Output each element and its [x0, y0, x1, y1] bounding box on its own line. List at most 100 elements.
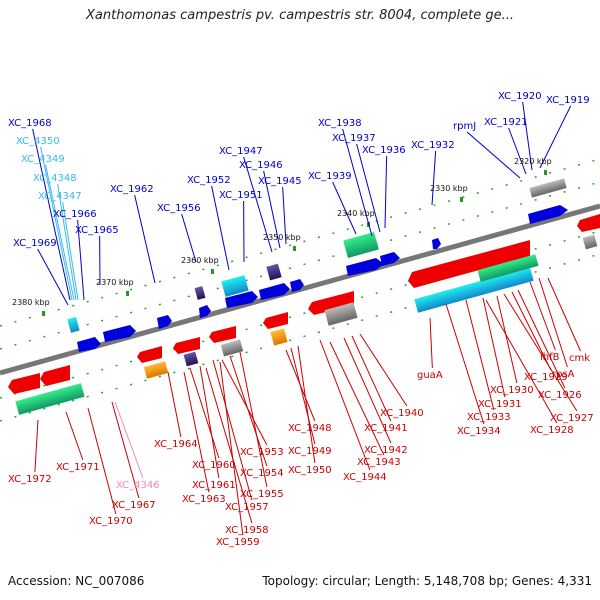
- gene-leader-line: [239, 351, 268, 488]
- gene-label[interactable]: XC_4348: [33, 173, 77, 184]
- gene-leader-line: [32, 128, 71, 301]
- gene-leader-line: [290, 347, 316, 445]
- gene-label[interactable]: guaA: [417, 370, 443, 381]
- gene-label[interactable]: XC_1940: [380, 408, 424, 419]
- gene-label[interactable]: XC_1936: [362, 145, 406, 156]
- gene-label[interactable]: XC_1932: [411, 140, 455, 151]
- gene-leader-line: [205, 367, 253, 524]
- scale-tick-marker: [211, 269, 214, 274]
- gene-label[interactable]: XC_1944: [343, 472, 387, 483]
- gene-label[interactable]: XC_1972: [8, 474, 52, 485]
- gene-leader-line: [40, 146, 73, 301]
- gene-label[interactable]: XC_1933: [467, 412, 511, 423]
- gene-leader-line: [482, 297, 506, 398]
- scale-tick-marker: [126, 291, 129, 296]
- gene-label[interactable]: cmk: [569, 353, 590, 364]
- gene-label[interactable]: XC_1939: [308, 171, 352, 182]
- gene-label[interactable]: XC_1960: [192, 460, 236, 471]
- gene-leader-line: [57, 183, 77, 301]
- gene-leader-line: [511, 291, 552, 371]
- scale-tick-label: 2380 kbp: [12, 298, 50, 307]
- gene-label[interactable]: XC_1928: [530, 425, 574, 436]
- gene-label[interactable]: XC_1921: [484, 117, 528, 128]
- gene-leader-line: [181, 213, 197, 263]
- gene-label[interactable]: rpsA: [552, 369, 575, 380]
- gene-leader-line: [359, 333, 408, 407]
- scale-tick-marker: [42, 311, 45, 316]
- scale-tick-marker: [544, 170, 547, 175]
- gene-leader-line: [212, 359, 253, 501]
- gene-label[interactable]: XC_4347: [38, 191, 82, 202]
- gene-label[interactable]: XC_1959: [216, 537, 260, 548]
- gene-leader-line: [319, 339, 371, 471]
- gene-label[interactable]: XC_1957: [225, 502, 269, 513]
- gene-label[interactable]: XC_4349: [21, 154, 65, 165]
- gene-label[interactable]: XC_1943: [357, 457, 401, 468]
- gene-leader-line: [263, 170, 281, 249]
- gene-label[interactable]: XC_1931: [478, 399, 522, 410]
- accession-label: Accession: NC_007086: [8, 574, 145, 588]
- gene-label[interactable]: XC_1970: [89, 516, 133, 527]
- gene-label[interactable]: XC_4350: [16, 136, 60, 147]
- gene-label[interactable]: XC_1950: [288, 465, 332, 476]
- gene-label[interactable]: XC_1949: [288, 446, 332, 457]
- gene-label[interactable]: XC_1971: [56, 462, 100, 473]
- gene-leader-line: [351, 335, 392, 422]
- gene-label[interactable]: XC_1964: [154, 439, 198, 450]
- gene-label[interactable]: XC_1934: [457, 426, 501, 437]
- gene-leader-line: [529, 281, 556, 351]
- gene-leader-line: [547, 277, 581, 352]
- gene-label[interactable]: XC_1955: [240, 489, 284, 500]
- gene-label[interactable]: XC_1938: [318, 118, 362, 129]
- gene-labels: 2380 kbp 2370 kbp 2360 kbp 2350 kbp 2340 kbp…: [8, 91, 594, 548]
- gene-label[interactable]: XC_1948: [288, 423, 332, 434]
- gene-leader-line: [111, 401, 140, 499]
- gene-label[interactable]: XC_1927: [550, 413, 594, 424]
- gene-label[interactable]: XC_1965: [75, 225, 119, 236]
- gene-label[interactable]: XC_1954: [240, 468, 284, 479]
- gene-leader-line: [465, 299, 495, 411]
- gene-leader-line: [496, 295, 518, 384]
- gene-label[interactable]: XC_1946: [239, 160, 283, 171]
- gene-label[interactable]: XC_1920: [498, 91, 542, 102]
- scale-tick-label: 2360 kbp: [181, 256, 219, 265]
- gene-label[interactable]: XC_4346: [116, 480, 160, 491]
- gene-label[interactable]: XC_1953: [240, 447, 284, 458]
- gene-label[interactable]: XC_1952: [187, 175, 231, 186]
- scale-tick-label: 2370 kbp: [96, 278, 134, 287]
- gene-label[interactable]: XC_1951: [219, 190, 263, 201]
- gene-label[interactable]: XC_1969: [13, 238, 57, 249]
- gene-leader-line: [356, 143, 381, 233]
- gene-label[interactable]: XC_1937: [332, 133, 376, 144]
- gene-label[interactable]: XC_1919: [546, 95, 590, 106]
- gene-label[interactable]: XC_1930: [490, 385, 534, 396]
- gene-leader-line: [189, 367, 220, 459]
- gene-label[interactable]: ihfB: [540, 352, 560, 363]
- gene-leader-line: [65, 411, 84, 461]
- gene-label[interactable]: XC_1926: [538, 390, 582, 401]
- gene-label[interactable]: XC_1945: [258, 176, 302, 187]
- gene-leader-line: [62, 201, 79, 301]
- gene-leader-line: [114, 401, 144, 479]
- gene-label[interactable]: XC_1958: [225, 525, 269, 536]
- gene-label[interactable]: XC_1962: [110, 184, 154, 195]
- gene-label[interactable]: XC_1961: [192, 480, 236, 491]
- gene-label[interactable]: XC_1963: [182, 494, 226, 505]
- gene-leader-line: [134, 194, 156, 284]
- scale-tick-label: 2340 kbp: [337, 209, 375, 218]
- gene-leader-line: [522, 101, 533, 171]
- gene-label[interactable]: XC_1956: [157, 203, 201, 214]
- gene-label[interactable]: XC_1947: [219, 146, 263, 157]
- gene-label[interactable]: XC_1941: [364, 423, 408, 434]
- gene-label[interactable]: XC_1967: [112, 500, 156, 511]
- gene-leader-line: [329, 341, 385, 456]
- gene-label[interactable]: XC_1966: [53, 209, 97, 220]
- gene-label[interactable]: XC_1929: [524, 372, 568, 383]
- gene-label[interactable]: rpmJ: [453, 121, 476, 132]
- gene-label[interactable]: XC_1968: [8, 118, 52, 129]
- gene-leader-line: [219, 361, 244, 536]
- gene-leader-line: [167, 371, 182, 438]
- gene-label[interactable]: XC_1942: [364, 445, 408, 456]
- gene-leader-line: [539, 105, 572, 169]
